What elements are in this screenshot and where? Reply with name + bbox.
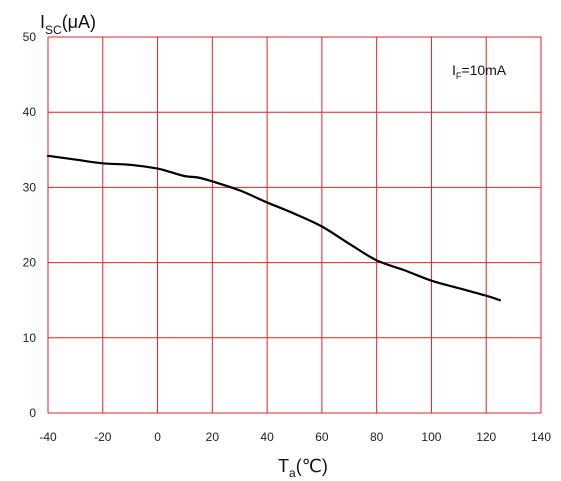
annotation-subscript: F	[456, 71, 462, 81]
series-line	[46, 154, 502, 302]
y-axis-title-subscript: SC	[45, 23, 62, 37]
x-tick-label: 40	[260, 430, 274, 444]
y-tick-label: 10	[23, 331, 37, 345]
chart-annotation: IF=10mA	[452, 62, 507, 81]
x-axis-title-subscript: a	[289, 466, 296, 480]
y-tick-label: 0	[29, 406, 36, 420]
y-axis-title-main: I	[40, 12, 45, 32]
annotation-main: I	[452, 62, 456, 78]
x-tick-label: 120	[476, 430, 496, 444]
x-tick-label: 60	[315, 430, 329, 444]
y-axis-title-unit: (μA)	[62, 12, 96, 32]
x-tick-label: -20	[94, 430, 112, 444]
x-axis-title-main: T	[278, 456, 289, 476]
y-tick-label: 20	[23, 256, 37, 270]
series-layer	[46, 154, 502, 302]
x-tick-label: 20	[206, 430, 220, 444]
x-tick-label: 80	[370, 430, 384, 444]
x-tick-label: 140	[531, 430, 551, 444]
grid	[47, 36, 542, 414]
x-tick-label: 0	[154, 430, 161, 444]
y-tick-label: 30	[23, 180, 37, 194]
y-axis-title: ISC(μA)	[40, 12, 96, 37]
annotation-rest: =10mA	[461, 62, 506, 78]
y-tick-label: 40	[23, 105, 37, 119]
x-tick-label: -40	[39, 430, 57, 444]
x-tick-label: 100	[421, 430, 441, 444]
x-axis-title-unit: (℃)	[296, 456, 328, 476]
y-tick-label: 50	[23, 30, 37, 44]
x-axis-title: Ta(℃)	[278, 456, 328, 480]
tick-labels: -40 -20 0 20 40 60 80 100 120 140 0 10 20 30 40 50	[23, 30, 552, 444]
